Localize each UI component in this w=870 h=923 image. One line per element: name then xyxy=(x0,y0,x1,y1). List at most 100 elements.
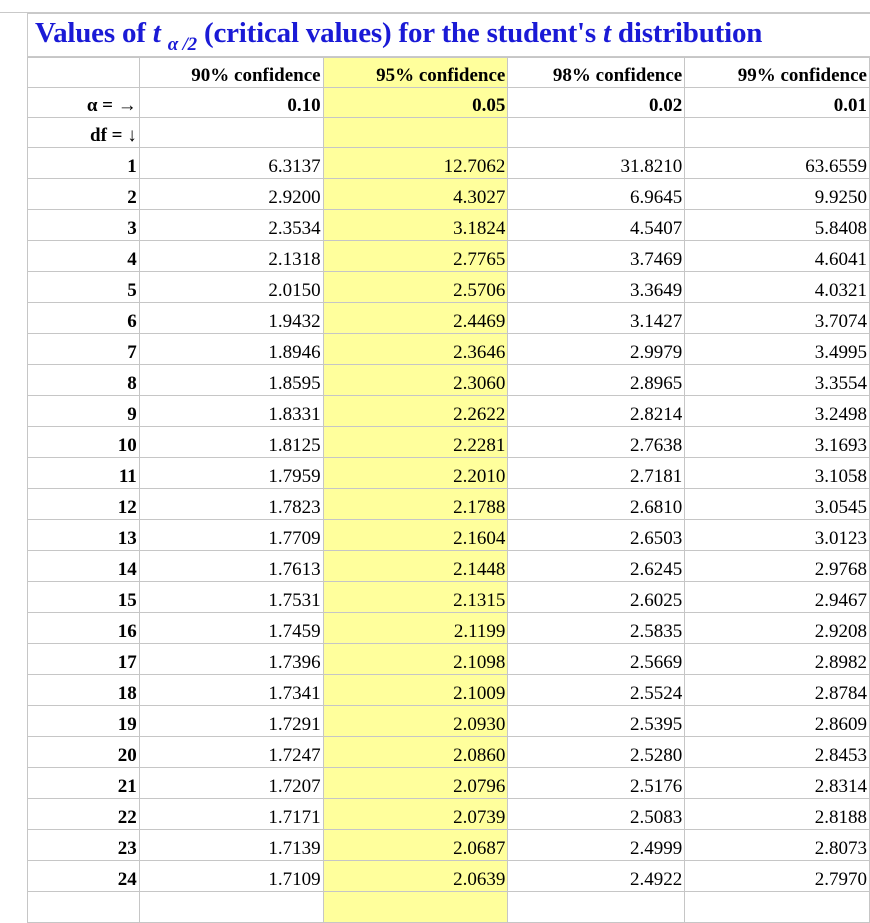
value-cell[interactable]: 2.8073 xyxy=(684,829,870,861)
value-cell[interactable]: 1.7823 xyxy=(138,488,324,520)
value-cell[interactable]: 1.7207 xyxy=(138,767,324,799)
value-cell[interactable]: 4.5407 xyxy=(507,209,686,241)
value-cell[interactable]: 2.0639 xyxy=(322,860,509,892)
alpha-002-cell[interactable]: 0.02 xyxy=(507,87,686,118)
value-cell[interactable]: 6.3137 xyxy=(138,147,324,179)
df-cell[interactable]: 13 xyxy=(27,519,140,551)
value-cell[interactable]: 2.5280 xyxy=(507,736,686,768)
value-cell[interactable]: 63.6559 xyxy=(684,147,870,179)
value-cell[interactable]: 2.0739 xyxy=(322,798,509,830)
empty-cell[interactable] xyxy=(27,891,140,923)
empty-cell[interactable] xyxy=(322,891,509,923)
value-cell[interactable]: 2.7181 xyxy=(507,457,686,489)
value-cell[interactable]: 31.8210 xyxy=(507,147,686,179)
value-cell[interactable]: 2.0796 xyxy=(322,767,509,799)
df-cell[interactable]: 2 xyxy=(27,178,140,210)
value-cell[interactable]: 2.5176 xyxy=(507,767,686,799)
value-cell[interactable]: 2.9979 xyxy=(507,333,686,365)
df-cell[interactable]: 6 xyxy=(27,302,140,334)
value-cell[interactable]: 2.1788 xyxy=(322,488,509,520)
value-cell[interactable]: 2.9768 xyxy=(684,550,870,582)
value-cell[interactable]: 1.7531 xyxy=(138,581,324,613)
df-cell[interactable]: 9 xyxy=(27,395,140,427)
value-cell[interactable]: 1.7291 xyxy=(138,705,324,737)
value-cell[interactable]: 6.9645 xyxy=(507,178,686,210)
value-cell[interactable]: 2.7970 xyxy=(684,860,870,892)
value-cell[interactable]: 2.8453 xyxy=(684,736,870,768)
df-cell[interactable]: 19 xyxy=(27,705,140,737)
value-cell[interactable]: 3.3554 xyxy=(684,364,870,396)
value-cell[interactable]: 2.1199 xyxy=(322,612,509,644)
value-cell[interactable]: 2.1448 xyxy=(322,550,509,582)
value-cell[interactable]: 2.8965 xyxy=(507,364,686,396)
value-cell[interactable]: 3.0123 xyxy=(684,519,870,551)
value-cell[interactable]: 2.3646 xyxy=(322,333,509,365)
value-cell[interactable]: 1.7396 xyxy=(138,643,324,675)
df-cell[interactable]: 7 xyxy=(27,333,140,365)
value-cell[interactable]: 2.2010 xyxy=(322,457,509,489)
value-cell[interactable]: 2.0930 xyxy=(322,705,509,737)
value-cell[interactable]: 1.7959 xyxy=(138,457,324,489)
value-cell[interactable]: 9.9250 xyxy=(684,178,870,210)
value-cell[interactable]: 3.7469 xyxy=(507,240,686,272)
df-label-cell[interactable]: df = ↓ xyxy=(27,117,140,148)
alpha-001-cell[interactable]: 0.01 xyxy=(684,87,870,118)
confidence-90-cell[interactable]: 90% confidence xyxy=(138,57,324,88)
empty-cell[interactable] xyxy=(138,891,324,923)
confidence-95-cell[interactable]: 95% confidence xyxy=(322,57,509,88)
df-cell[interactable]: 20 xyxy=(27,736,140,768)
confidence-98-cell[interactable]: 98% confidence xyxy=(507,57,686,88)
df-cell[interactable]: 11 xyxy=(27,457,140,489)
value-cell[interactable]: 2.0687 xyxy=(322,829,509,861)
value-cell[interactable]: 1.7109 xyxy=(138,860,324,892)
value-cell[interactable]: 4.3027 xyxy=(322,178,509,210)
value-cell[interactable]: 1.8125 xyxy=(138,426,324,458)
value-cell[interactable]: 2.5524 xyxy=(507,674,686,706)
empty-cell[interactable] xyxy=(507,891,686,923)
value-cell[interactable]: 1.9432 xyxy=(138,302,324,334)
df-cell[interactable]: 10 xyxy=(27,426,140,458)
value-cell[interactable]: 2.1098 xyxy=(322,643,509,675)
value-cell[interactable]: 2.4469 xyxy=(322,302,509,334)
value-cell[interactable]: 2.7765 xyxy=(322,240,509,272)
value-cell[interactable]: 2.5083 xyxy=(507,798,686,830)
value-cell[interactable]: 2.0150 xyxy=(138,271,324,303)
value-cell[interactable]: 2.4922 xyxy=(507,860,686,892)
value-cell[interactable]: 3.1427 xyxy=(507,302,686,334)
value-cell[interactable]: 1.8595 xyxy=(138,364,324,396)
value-cell[interactable]: 3.7074 xyxy=(684,302,870,334)
value-cell[interactable]: 3.4995 xyxy=(684,333,870,365)
value-cell[interactable]: 2.3534 xyxy=(138,209,324,241)
value-cell[interactable]: 3.1824 xyxy=(322,209,509,241)
value-cell[interactable]: 1.7139 xyxy=(138,829,324,861)
value-cell[interactable]: 1.7459 xyxy=(138,612,324,644)
value-cell[interactable]: 1.7247 xyxy=(138,736,324,768)
value-cell[interactable]: 2.8314 xyxy=(684,767,870,799)
value-cell[interactable]: 2.9200 xyxy=(138,178,324,210)
df-cell[interactable]: 5 xyxy=(27,271,140,303)
value-cell[interactable]: 1.8331 xyxy=(138,395,324,427)
value-cell[interactable]: 2.2622 xyxy=(322,395,509,427)
value-cell[interactable]: 4.6041 xyxy=(684,240,870,272)
value-cell[interactable]: 2.6025 xyxy=(507,581,686,613)
empty-cell[interactable] xyxy=(507,117,686,148)
empty-cell[interactable] xyxy=(684,891,870,923)
value-cell[interactable]: 1.7613 xyxy=(138,550,324,582)
value-cell[interactable]: 12.7062 xyxy=(322,147,509,179)
value-cell[interactable]: 2.1604 xyxy=(322,519,509,551)
value-cell[interactable]: 2.5669 xyxy=(507,643,686,675)
value-cell[interactable]: 2.7638 xyxy=(507,426,686,458)
df-cell[interactable]: 22 xyxy=(27,798,140,830)
value-cell[interactable]: 2.8784 xyxy=(684,674,870,706)
df-cell[interactable]: 17 xyxy=(27,643,140,675)
df-cell[interactable]: 24 xyxy=(27,860,140,892)
value-cell[interactable]: 2.6810 xyxy=(507,488,686,520)
value-cell[interactable]: 1.7341 xyxy=(138,674,324,706)
value-cell[interactable]: 2.5835 xyxy=(507,612,686,644)
title-row[interactable]: Values of t α /2 (critical values) for t… xyxy=(27,13,870,57)
df-cell[interactable]: 14 xyxy=(27,550,140,582)
df-cell[interactable]: 3 xyxy=(27,209,140,241)
value-cell[interactable]: 3.0545 xyxy=(684,488,870,520)
value-cell[interactable]: 2.8609 xyxy=(684,705,870,737)
value-cell[interactable]: 2.8188 xyxy=(684,798,870,830)
